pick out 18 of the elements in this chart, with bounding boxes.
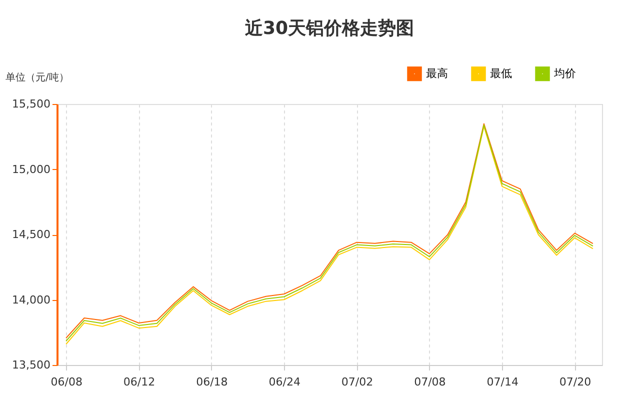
legend-label: 最高 [426,66,448,80]
x-tick-label: 06/18 [196,376,228,388]
y-tick-label: 13,500 [12,358,50,372]
x-tick-label: 07/14 [486,376,518,388]
chart-title: 近30天铝价格走势图 [244,18,414,39]
legend-label: 最低 [490,66,512,80]
x-tick-label: 06/12 [123,376,156,388]
legend-label: 均价 [553,66,576,80]
x-tick-label: 06/08 [50,376,82,388]
x-tick-label: 07/08 [414,376,446,388]
x-tick-label: 06/24 [268,376,300,388]
y-axis-title: 单位（元/吨） [6,72,69,84]
y-tick-label: 15,500 [12,98,50,110]
x-tick-label: 07/20 [559,376,592,388]
y-tick-label: 14,500 [12,228,50,241]
y-tick-label: 14,000 [12,293,50,306]
x-tick-label: 07/02 [341,376,374,388]
y-tick-label: 15,000 [12,162,50,176]
